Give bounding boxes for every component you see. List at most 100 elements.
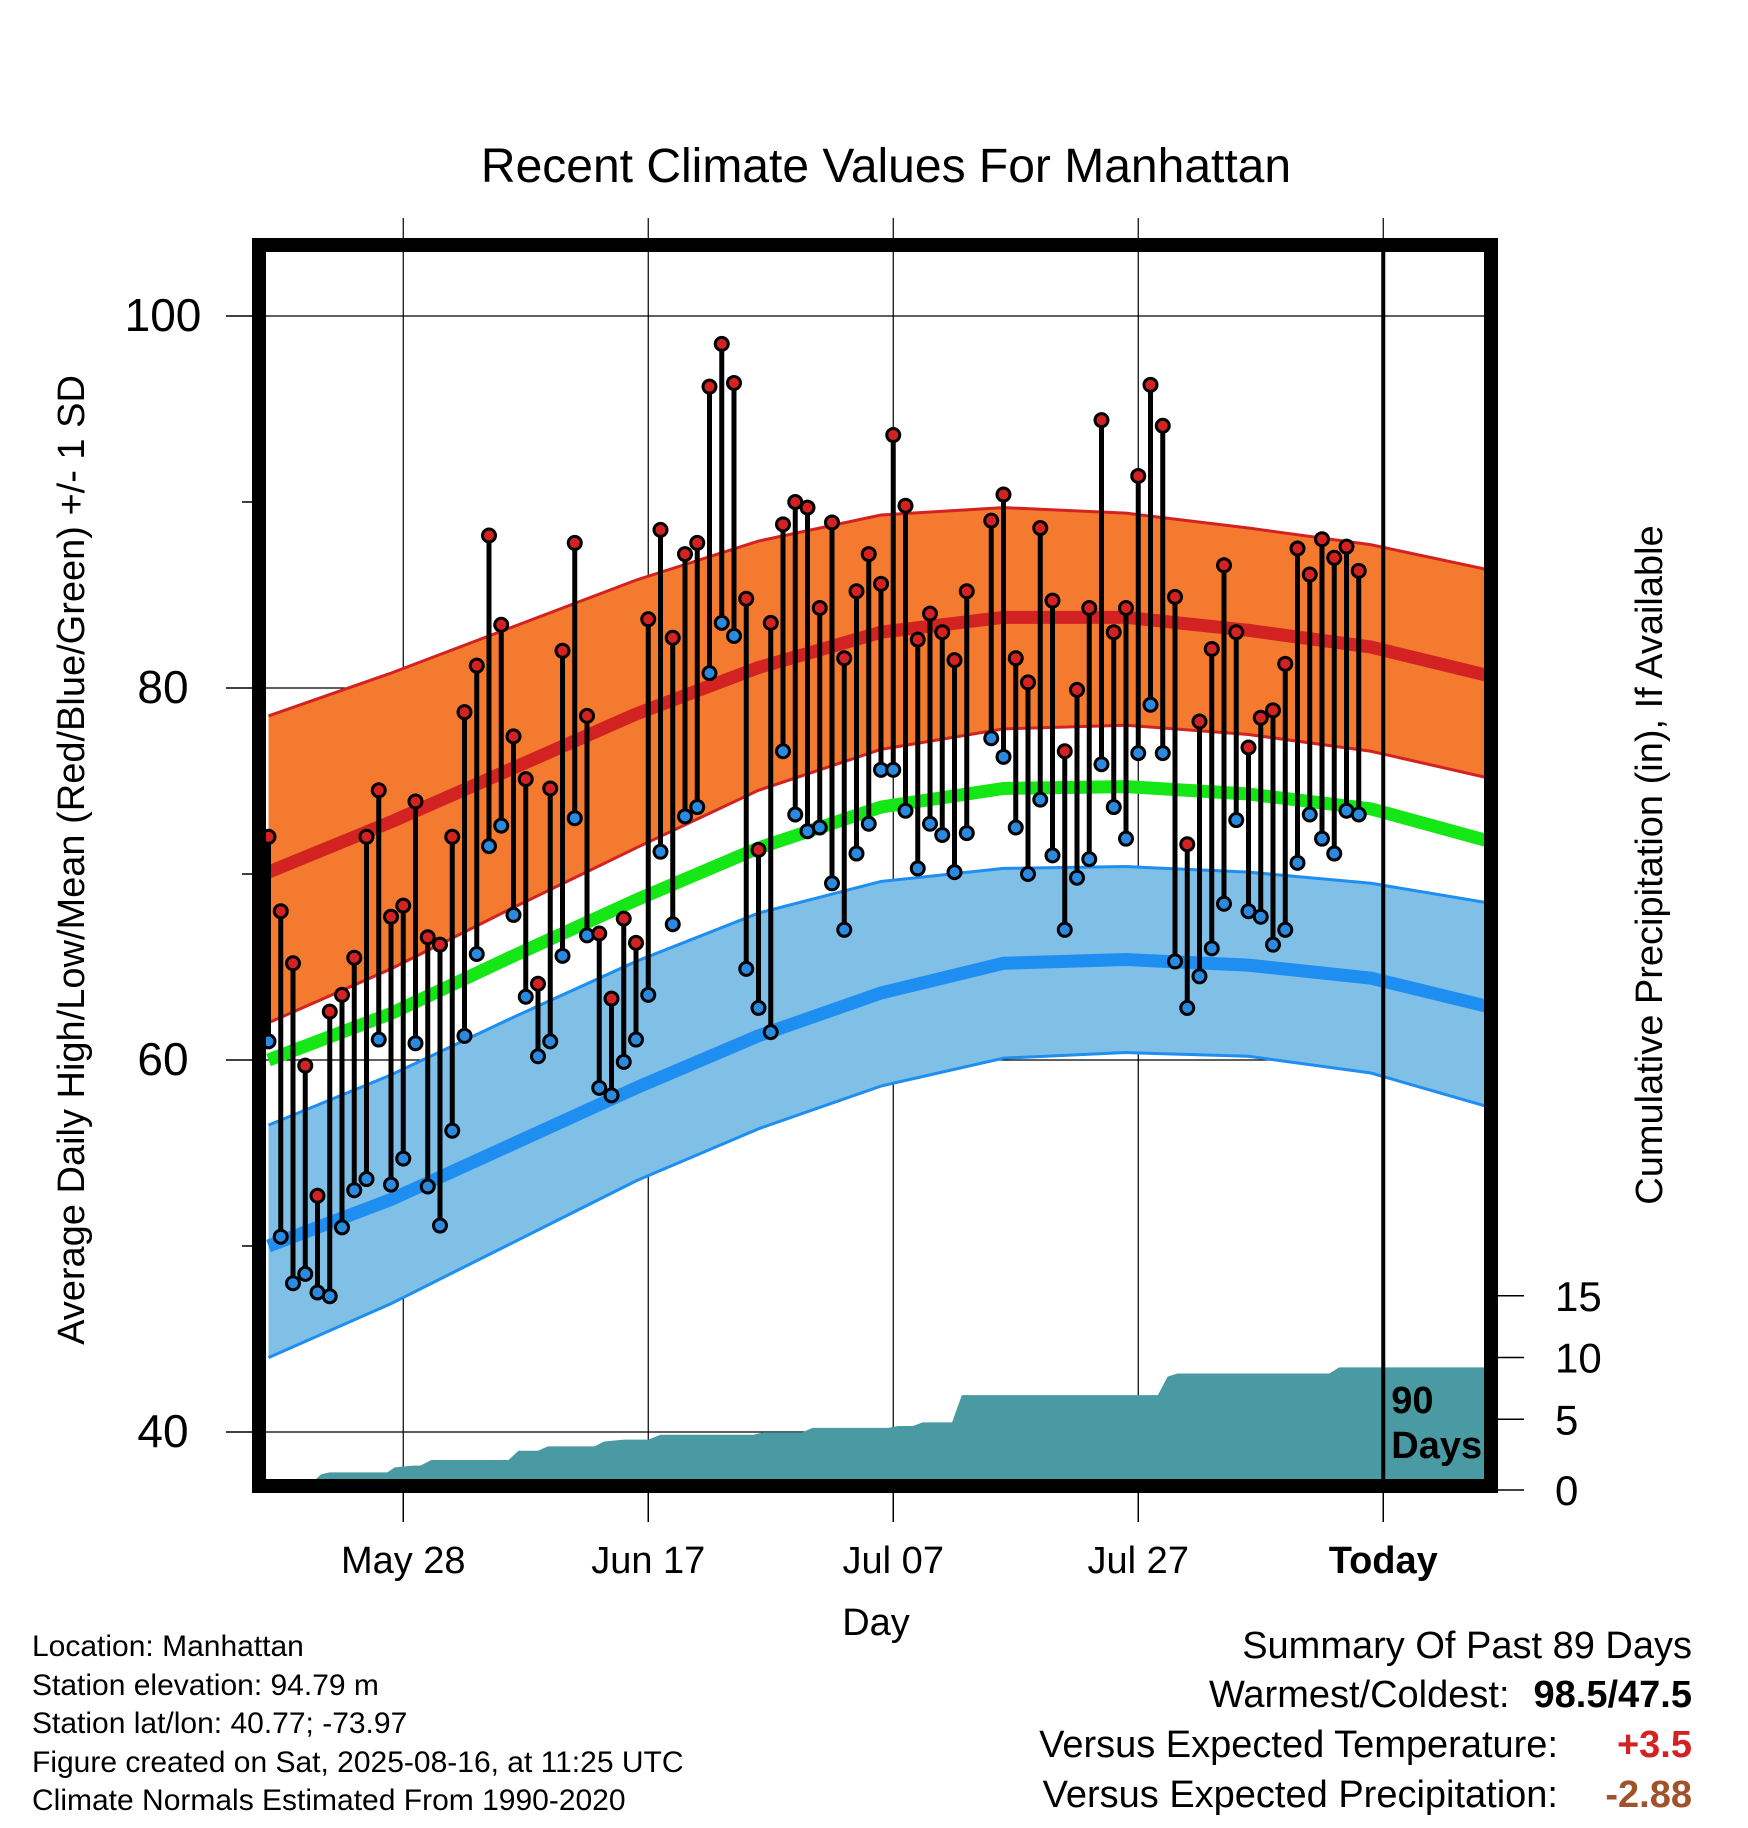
daily-low-point [1032, 791, 1049, 808]
daily-low-point [370, 1031, 387, 1048]
daily-high-point [1252, 709, 1269, 726]
high-sd-upper-edge [268, 506, 1486, 718]
daily-high-point [799, 499, 816, 516]
daily-low-point [1216, 895, 1232, 912]
daily-high-point [297, 1057, 314, 1074]
daily-high-point [1216, 557, 1232, 574]
precip-tick-label: 5 [1555, 1396, 1578, 1443]
daily-low-point [1179, 999, 1196, 1016]
daily-low-point [922, 815, 938, 832]
daily-high-point [407, 793, 424, 810]
x-axis-label: Day [842, 1602, 910, 1644]
daily-high-point [824, 514, 840, 531]
daily-high-point [946, 652, 963, 669]
info-latlon: Station lat/lon: 40.77; -73.97 [32, 1707, 408, 1740]
daily-low-point [1007, 819, 1024, 836]
daily-low-point [677, 808, 693, 825]
daily-low-point [958, 825, 975, 842]
daily-low-point [1191, 968, 1208, 985]
cumulative-precip-area [313, 1367, 1486, 1481]
daily-high-point [995, 486, 1012, 503]
daily-high-point [897, 497, 914, 514]
daily-low-point [603, 1087, 620, 1104]
daily-low-point [1142, 696, 1159, 713]
daily-high-point [1069, 681, 1085, 698]
daily-high-point [370, 782, 387, 799]
daily-high-point [591, 925, 608, 942]
daily-low-point [824, 875, 840, 892]
daily-high-point [456, 704, 473, 721]
daily-high-point [1326, 549, 1343, 566]
daily-high-point [922, 605, 938, 622]
daily-stems [266, 343, 1362, 1297]
daily-low-point [554, 947, 571, 964]
daily-low-point [1252, 908, 1269, 925]
precip-departure-value: -2.88 [1605, 1774, 1692, 1816]
daily-low-point [432, 1217, 448, 1234]
temp-departure-value: +3.5 [1616, 1724, 1692, 1766]
daily-low-point [358, 1171, 375, 1188]
daily-high-point [738, 590, 755, 607]
daily-low-point [297, 1265, 314, 1282]
daily-low-point [542, 1033, 559, 1050]
low-sd-band [268, 866, 1486, 1358]
daily-low-point [1301, 806, 1318, 823]
daily-low-point [738, 960, 755, 977]
daily-low-point [860, 815, 877, 832]
temp-departure-label: Versus Expected Temperature: [1039, 1724, 1558, 1766]
daily-high-point [1081, 600, 1098, 617]
daily-high-point [1314, 531, 1330, 548]
daily-high-point [1142, 376, 1159, 393]
daily-low-point [762, 1024, 779, 1041]
daily-high-point [1130, 467, 1147, 484]
daily-high-point [603, 990, 620, 1007]
daily-high-point [1289, 540, 1306, 557]
daily-high-point [432, 936, 448, 953]
daily-points [260, 335, 1367, 1305]
daily-low-point [640, 986, 657, 1003]
daily-high-point [1105, 624, 1122, 641]
daily-high-point [909, 631, 926, 648]
daily-high-point [542, 780, 559, 797]
y-tick-label: 80 [137, 661, 188, 713]
daily-high-point [468, 657, 485, 674]
daily-low-point [505, 906, 522, 923]
normal-mean-line [266, 780, 1486, 1067]
daily-low-point [1289, 854, 1306, 871]
x-tick-label: Jul 27 [1088, 1540, 1189, 1582]
daily-low-point [1105, 799, 1122, 816]
daily-low-point [444, 1122, 461, 1139]
daily-high-point [1338, 538, 1355, 555]
daily-high-point [505, 728, 522, 745]
daily-low-point [1240, 903, 1257, 920]
daily-high-point [1167, 588, 1183, 605]
info-location: Location: Manhattan [32, 1630, 304, 1663]
daily-high-point [615, 910, 632, 927]
right-y-axis-label: Cumulative Precipitation (in), If Availa… [1629, 525, 1671, 1204]
daily-low-point [1350, 806, 1367, 823]
daily-low-point [468, 945, 485, 962]
daily-high-point [958, 583, 975, 600]
daily-low-point [530, 1048, 546, 1065]
daily-low-point [272, 1228, 289, 1245]
y-tick-label: 40 [137, 1405, 188, 1457]
daily-low-point [566, 810, 583, 827]
daily-low-point [1314, 830, 1330, 847]
daily-high-point [836, 650, 853, 667]
daily-high-point [885, 427, 902, 444]
chart-title: Recent Climate Values For Manhattan [481, 140, 1291, 193]
daily-high-point [530, 975, 546, 992]
daily-low-point [395, 1150, 412, 1167]
daily-high-point [272, 903, 289, 920]
daily-low-point [481, 838, 497, 855]
daily-low-point [615, 1053, 632, 1070]
info-elevation: Station elevation: 94.79 m [32, 1668, 379, 1702]
daily-high-point [811, 600, 828, 617]
precip-departure-label: Versus Expected Precipitation: [1042, 1774, 1558, 1816]
daily-high-point [762, 614, 779, 631]
daily-high-point [566, 534, 583, 551]
summary-panel: Summary Of Past 89 Days Warmest/Coldest:… [1039, 1622, 1692, 1820]
daily-low-point [1069, 869, 1085, 886]
precipitation-area [313, 1367, 1486, 1481]
